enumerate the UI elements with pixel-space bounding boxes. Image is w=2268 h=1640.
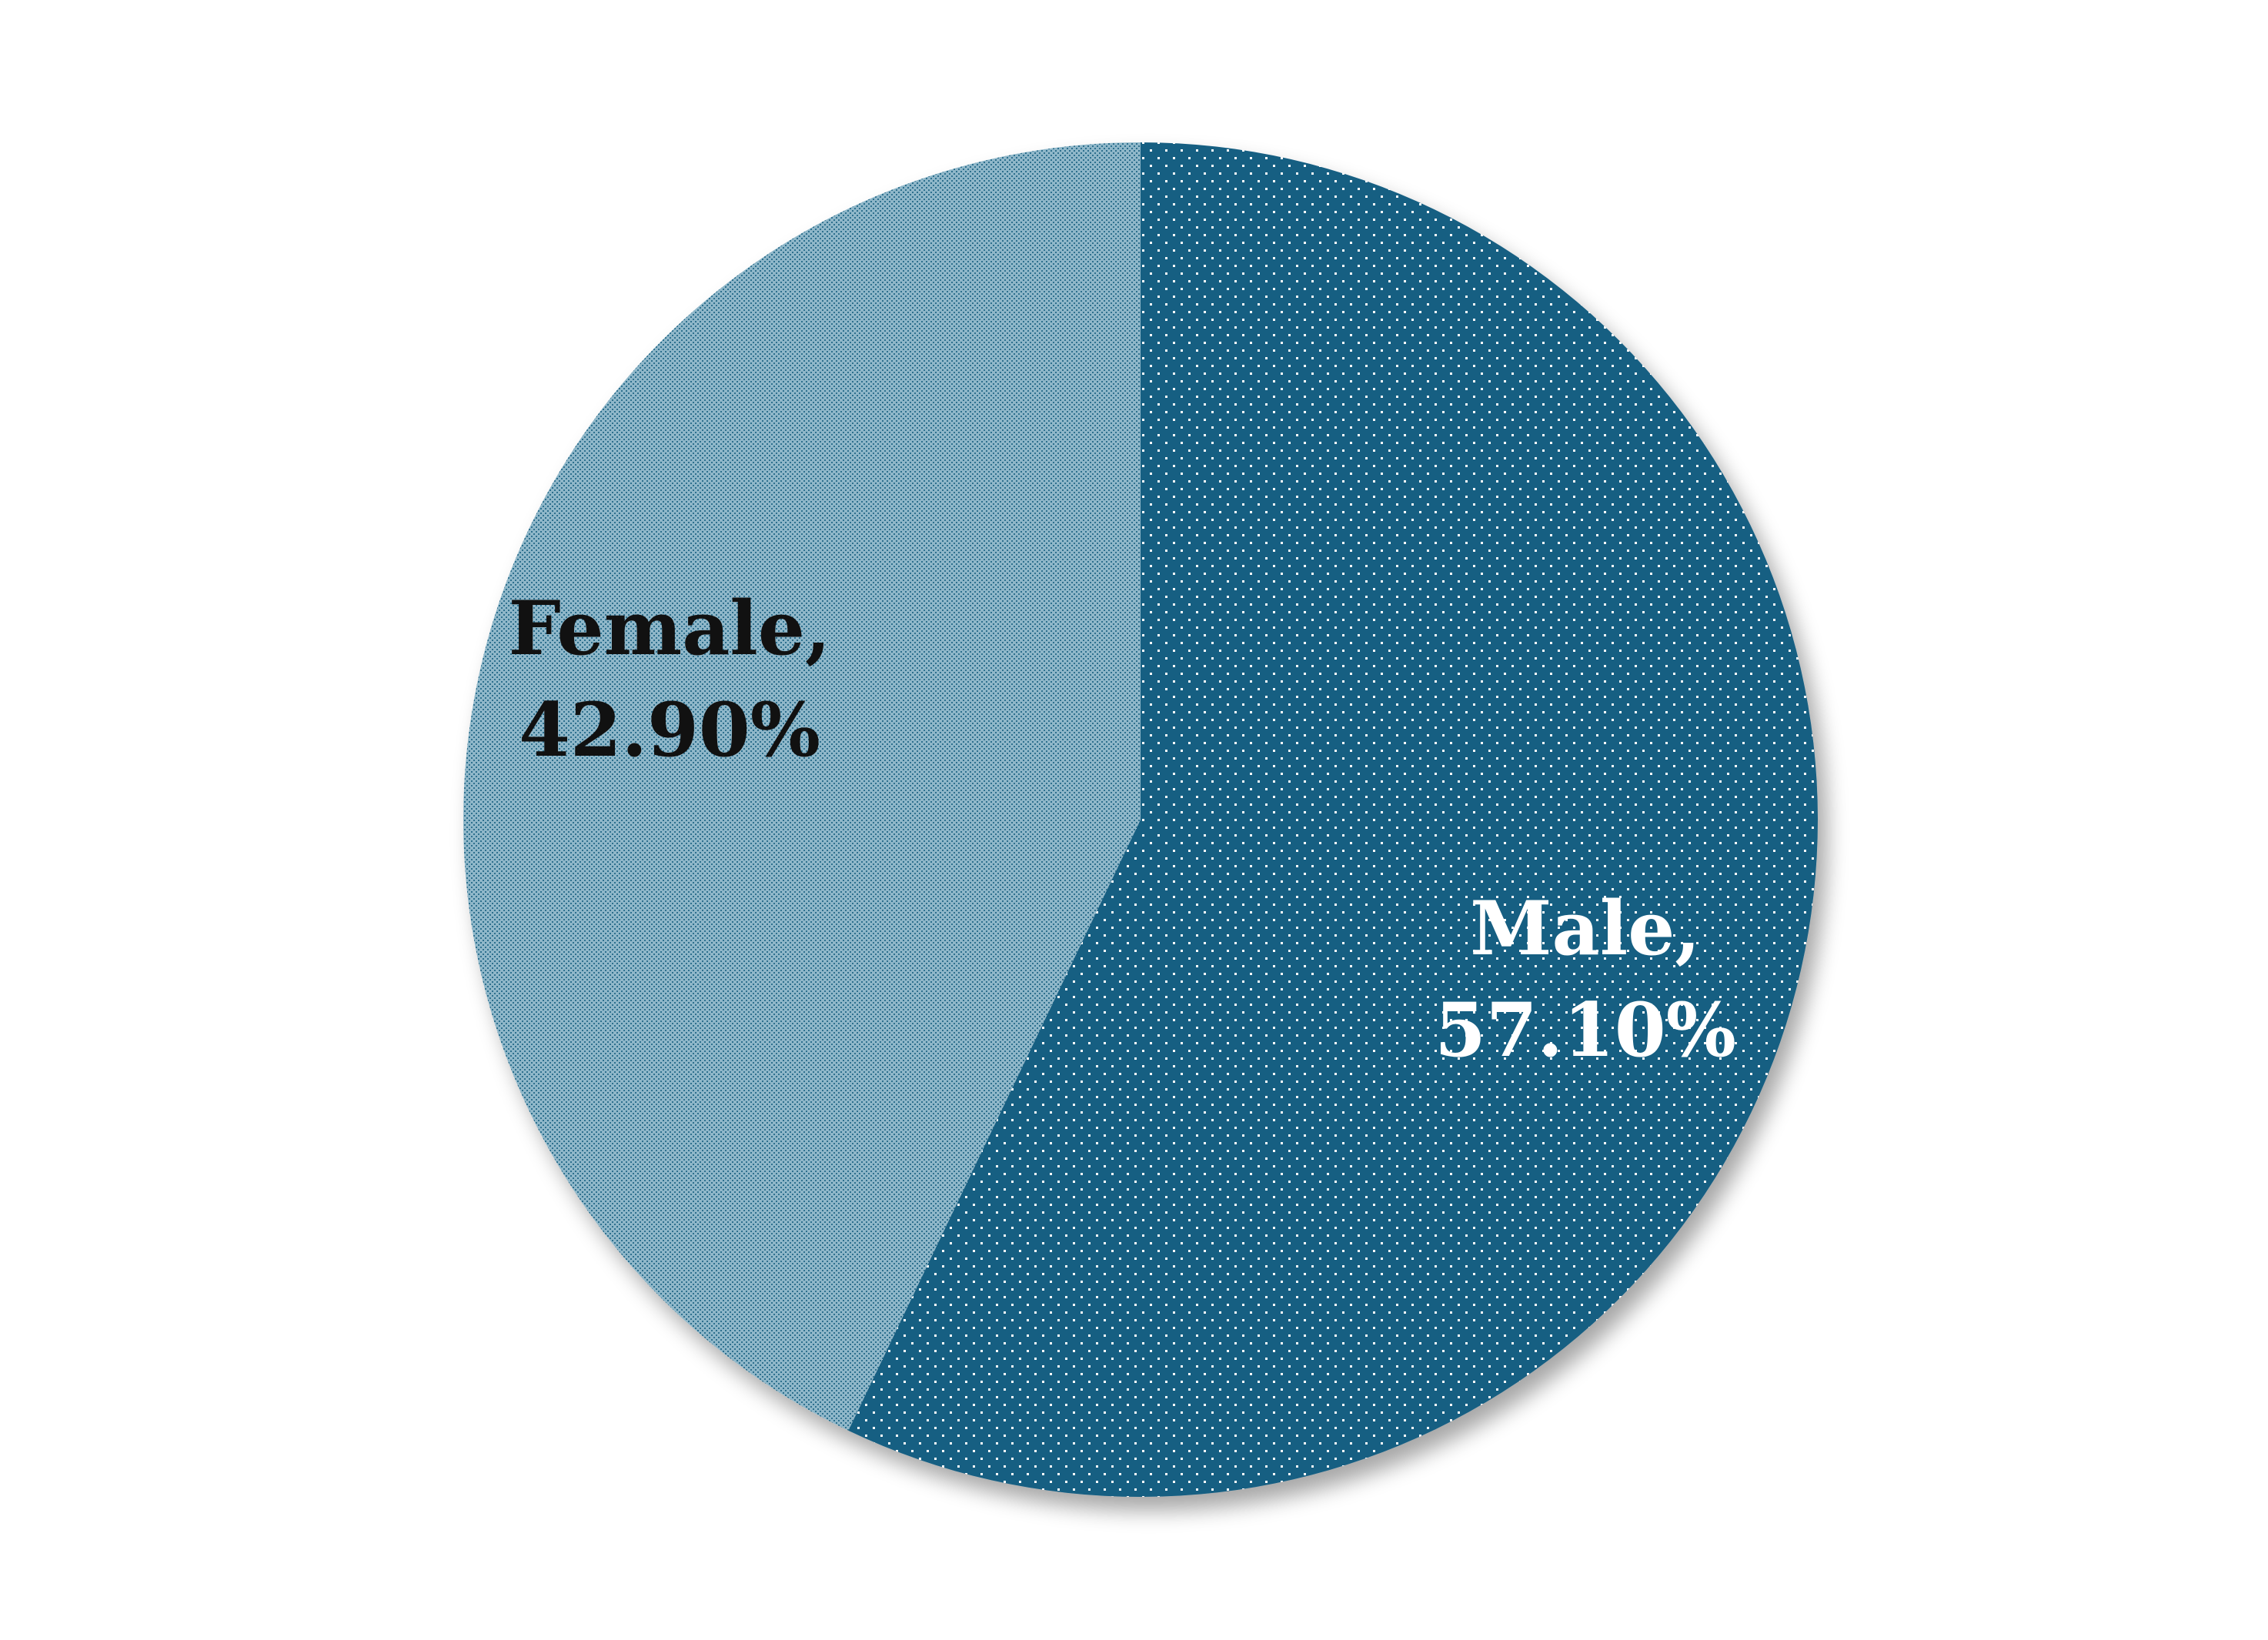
slice-label-category: Female,: [509, 585, 831, 672]
pie-slice-male: [848, 142, 1818, 1497]
slice-label-percent: 57.10%: [1435, 987, 1736, 1074]
pie-slice-female: [463, 142, 1141, 1431]
slice-label-male: Male, 57.10%: [1435, 885, 1736, 1074]
slice-label-female: Female, 42.90%: [509, 585, 831, 773]
pie-group: [463, 142, 1818, 1497]
label-group: Male, 57.10% Female, 42.90%: [509, 585, 1736, 1074]
slice-label-percent: 42.90%: [519, 686, 820, 773]
slice-label-category: Male,: [1470, 885, 1700, 972]
